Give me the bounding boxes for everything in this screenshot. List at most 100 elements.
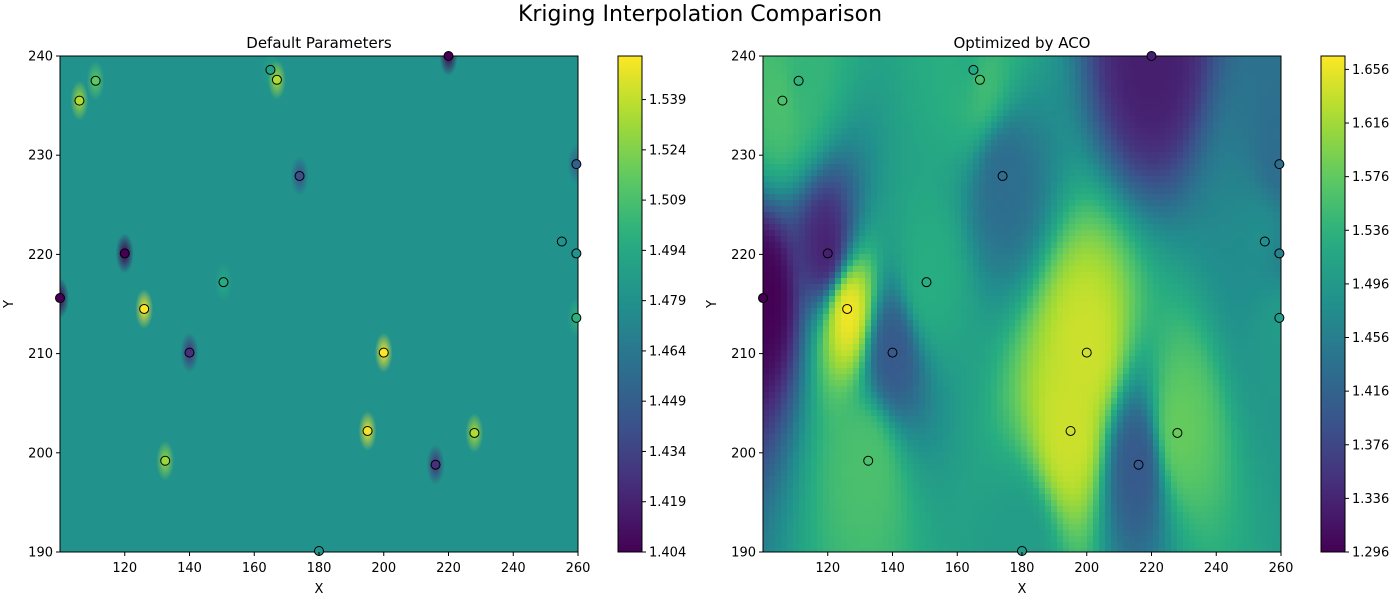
colorbar-tick-label: 1.416 <box>1352 385 1389 400</box>
data-point <box>1274 312 1285 323</box>
data-point <box>443 51 454 61</box>
data-point <box>271 74 282 85</box>
y-tick-label: 220 <box>28 248 53 263</box>
x-tick-label: 200 <box>1074 561 1099 576</box>
colorbar-tick-label: 1.509 <box>649 194 686 209</box>
chart-panel-2: 120 140 160 180 200 220 240 260 190 200 210 220 230 2… <box>705 34 1389 597</box>
figure-title: Kriging Interpolation Comparison <box>517 2 883 27</box>
x-tick-label: 260 <box>1269 561 1294 576</box>
colorbar-tick-label: 1.539 <box>649 93 686 108</box>
colorbar-tick-label: 1.656 <box>1352 63 1389 78</box>
data-point <box>160 455 171 466</box>
colorbar-tick-label: 1.419 <box>649 495 686 510</box>
data-point <box>294 171 305 182</box>
heatmap-spike <box>310 531 328 552</box>
data-point <box>1065 425 1076 436</box>
x-axis-label: X <box>1018 582 1027 597</box>
data-point <box>997 171 1008 182</box>
chart-panel-1: 120 140 160 180 200 220 240 260 190 200 210 220 230 2… <box>2 34 686 597</box>
y-tick-label: 240 <box>731 50 756 65</box>
data-point <box>1274 248 1285 259</box>
x-tick-label: 180 <box>307 561 332 576</box>
y-tick-label: 190 <box>28 546 53 561</box>
x-tick-label: 140 <box>880 561 905 576</box>
data-point <box>571 312 582 323</box>
data-point <box>1133 459 1144 470</box>
x-tick-label: 200 <box>371 561 396 576</box>
y-tick-label: 210 <box>731 347 756 362</box>
panel-title: Optimized by ACO <box>954 34 1091 52</box>
colorbar-tick-label: 1.336 <box>1352 492 1389 507</box>
colorbar-tick-label: 1.494 <box>649 244 686 259</box>
data-point <box>863 455 874 466</box>
data-point <box>184 347 195 358</box>
data-point <box>265 64 276 75</box>
data-point <box>1081 347 1092 358</box>
panel-title: Default Parameters <box>246 34 392 52</box>
colorbar-tick-label: 1.376 <box>1352 438 1389 453</box>
heatmap-spike <box>439 56 458 76</box>
x-tick-label: 240 <box>501 561 526 576</box>
colorbar-tick-label: 1.449 <box>649 395 686 410</box>
x-tick-label: 220 <box>436 561 461 576</box>
colorbar-gradient <box>617 55 643 553</box>
data-point <box>571 159 582 170</box>
heatmap-field <box>60 56 578 552</box>
data-point <box>378 347 389 358</box>
colorbar-tick-label: 1.404 <box>649 546 686 561</box>
data-point <box>119 248 130 259</box>
data-point <box>430 459 441 470</box>
x-tick-label: 260 <box>566 561 591 576</box>
data-point <box>1172 427 1183 438</box>
data-point <box>218 277 229 288</box>
y-tick-label: 230 <box>28 149 53 164</box>
data-point <box>887 347 898 358</box>
x-tick-label: 140 <box>177 561 202 576</box>
y-tick-label: 240 <box>28 50 53 65</box>
x-tick-label: 220 <box>1139 561 1164 576</box>
y-tick-label: 200 <box>28 446 53 461</box>
data-point <box>1146 51 1157 61</box>
data-point <box>55 293 65 304</box>
data-point <box>556 236 567 247</box>
data-point <box>90 75 101 86</box>
data-point <box>74 95 85 106</box>
colorbar-tick-label: 1.616 <box>1352 117 1389 132</box>
colorbar-tick-label: 1.479 <box>649 294 686 309</box>
colorbar-tick-label: 1.576 <box>1352 170 1389 185</box>
colorbar-gradient <box>1320 55 1346 553</box>
colorbar-tick-label: 1.434 <box>649 445 686 460</box>
y-tick-label: 220 <box>731 248 756 263</box>
data-point <box>921 277 932 288</box>
x-tick-label: 120 <box>815 561 840 576</box>
colorbar-tick-label: 1.496 <box>1352 277 1389 292</box>
x-tick-label: 160 <box>945 561 970 576</box>
data-point <box>1274 159 1285 170</box>
colorbar-tick-label: 1.296 <box>1352 546 1389 561</box>
data-point <box>469 427 480 438</box>
x-axis-label: X <box>315 582 324 597</box>
colorbar-tick-label: 1.524 <box>649 143 686 158</box>
colorbar-tick-label: 1.536 <box>1352 224 1389 239</box>
data-point <box>571 248 582 259</box>
colorbar: 1.296 1.336 1.376 1.416 1.456 1.496 1.536 1.576… <box>1320 55 1389 561</box>
x-tick-label: 240 <box>1204 561 1229 576</box>
data-point <box>842 303 853 314</box>
colorbar: 1.404 1.419 1.434 1.449 1.464 1.479 1.494 1.509… <box>617 55 686 561</box>
data-point <box>822 248 833 259</box>
data-point <box>974 74 985 85</box>
heatmap-field <box>763 56 1281 552</box>
data-point <box>362 425 373 436</box>
y-tick-label: 190 <box>731 546 756 561</box>
data-point <box>139 303 150 314</box>
y-axis-label: Y <box>2 300 17 309</box>
x-tick-label: 120 <box>112 561 137 576</box>
colorbar-tick-label: 1.456 <box>1352 331 1389 346</box>
data-point <box>968 64 979 75</box>
data-point <box>777 95 788 106</box>
data-points <box>758 51 1285 557</box>
y-tick-label: 200 <box>731 446 756 461</box>
data-point <box>758 293 768 304</box>
